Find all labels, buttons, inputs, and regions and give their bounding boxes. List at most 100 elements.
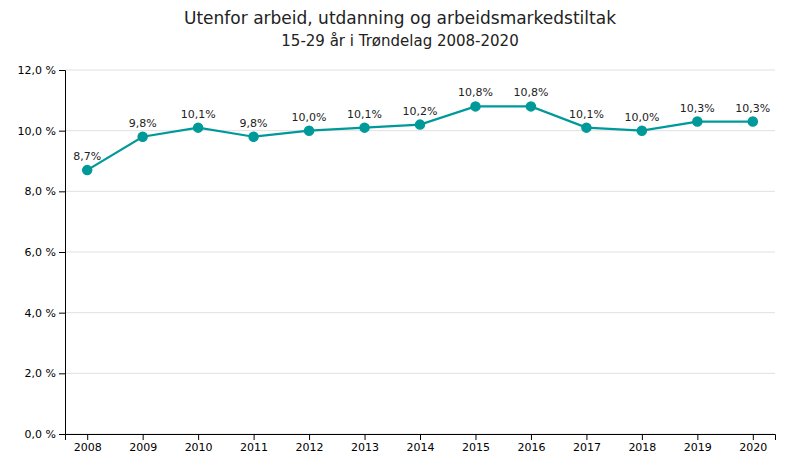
y-tick-mark (59, 434, 65, 435)
subtitle: 15-29 år i Trøndelag 2008-2020 (281, 32, 518, 50)
grid-line (65, 191, 775, 192)
y-tick-mark (59, 131, 65, 132)
x-tick-mark (254, 434, 255, 440)
point (582, 123, 591, 132)
x-tick-mark (753, 434, 754, 440)
x-tick-label: 2014 (407, 441, 435, 454)
grid-line (65, 252, 775, 253)
x-tick-mark (365, 434, 366, 440)
grid-line (65, 373, 775, 374)
y-tick-label: 2,0 % (25, 367, 56, 380)
y-tick: 4,0 % (25, 307, 65, 320)
y-tick: 12,0 % (18, 64, 65, 77)
x-tick: 2008 (74, 434, 102, 454)
data-label: 10,3% (735, 102, 770, 115)
point (416, 120, 425, 129)
grid-line (65, 70, 775, 71)
x-tick: 2012 (296, 434, 324, 454)
y-axis: 0,0 % 2,0 % 4,0 % 6,0 % 8,0 % 10,0 % 12,0 % (18, 64, 66, 441)
y-tick-mark (59, 313, 65, 314)
point (249, 132, 258, 141)
y-tick: 2,0 % (25, 367, 65, 380)
x-tick: 2013 (351, 434, 379, 454)
x-tick: 2019 (684, 434, 712, 454)
x-tick-mark (198, 434, 199, 440)
point (471, 102, 480, 111)
x-tick-label: 2009 (129, 441, 157, 454)
data-label: 10,1% (569, 108, 604, 121)
y-tick-label: 6,0 % (25, 246, 56, 259)
chart: Utenfor arbeid, utdanning og arbeidsmark… (0, 0, 800, 469)
grid-line (65, 312, 775, 313)
data-label: 8,7% (73, 150, 101, 163)
x-tick-mark (309, 434, 310, 440)
x-tick: 2015 (462, 434, 490, 454)
title-group: Utenfor arbeid, utdanning og arbeidsmark… (184, 8, 616, 50)
point (748, 117, 757, 126)
point (138, 132, 147, 141)
x-tick: 2010 (185, 434, 213, 454)
grid (65, 70, 775, 434)
point (83, 166, 92, 175)
y-tick-mark (59, 70, 65, 71)
data-label: 10,2% (403, 105, 438, 118)
y-tick-mark (59, 191, 65, 192)
x-tick-mark (586, 434, 587, 440)
x-tick-label: 2016 (517, 441, 545, 454)
y-tick-label: 10,0 % (18, 125, 56, 138)
y-tick: 10,0 % (18, 125, 65, 138)
x-tick-label: 2019 (684, 441, 712, 454)
x-tick: 2009 (129, 434, 157, 454)
x-tick-label: 2015 (462, 441, 490, 454)
point (637, 126, 646, 135)
y-axis-line (59, 71, 66, 435)
data-label: 10,0% (292, 111, 327, 124)
x-tick-mark (420, 434, 421, 440)
data-label: 9,8% (240, 117, 268, 130)
data-label: 10,8% (458, 86, 493, 99)
point (693, 117, 702, 126)
plot: 2008 2009 2010 2011 2012 2013 2014 2015 2016 2017… (18, 64, 776, 454)
x-tick-label: 2012 (296, 441, 324, 454)
x-tick: 2016 (517, 434, 545, 454)
x-tick-label: 2013 (351, 441, 379, 454)
x-tick-mark (87, 434, 88, 440)
data-labels: 8,7% 9,8% 10,1% 9,8% 10,0% 10,1% 10,2% 10,8% 10,… (73, 86, 770, 163)
x-tick: 2011 (240, 434, 268, 454)
x-tick-mark (475, 434, 476, 440)
x-tick-mark (143, 434, 144, 440)
y-tick-label: 8,0 % (25, 185, 56, 198)
y-tick-label: 0,0 % (25, 428, 56, 441)
y-tick-label: 4,0 % (25, 307, 56, 320)
x-tick-label: 2011 (240, 441, 268, 454)
marks (83, 102, 758, 175)
y-tick-mark (59, 252, 65, 253)
x-tick-mark (697, 434, 698, 440)
y-tick-label: 12,0 % (18, 64, 56, 77)
y-tick-mark (59, 373, 65, 374)
data-label: 10,3% (680, 102, 715, 115)
x-tick-label: 2018 (628, 441, 656, 454)
x-tick-label: 2010 (185, 441, 213, 454)
data-label: 9,8% (129, 117, 157, 130)
x-tick: 2017 (573, 434, 601, 454)
point (305, 126, 314, 135)
x-tick-label: 2017 (573, 441, 601, 454)
data-label: 10,1% (347, 108, 382, 121)
data-label: 10,0% (624, 111, 659, 124)
y-tick: 6,0 % (25, 246, 65, 259)
x-tick-label: 2020 (739, 441, 767, 454)
x-tick: 2014 (407, 434, 435, 454)
point (194, 123, 203, 132)
x-tick-mark (531, 434, 532, 440)
x-tick: 2018 (628, 434, 656, 454)
data-label: 10,1% (181, 108, 216, 121)
x-axis-line (66, 435, 776, 441)
point (526, 102, 535, 111)
x-tick-label: 2008 (74, 441, 102, 454)
x-tick-mark (642, 434, 643, 440)
y-tick: 8,0 % (25, 185, 65, 198)
title: Utenfor arbeid, utdanning og arbeidsmark… (184, 8, 616, 28)
data-label: 10,8% (513, 86, 548, 99)
x-tick: 2020 (739, 434, 767, 454)
